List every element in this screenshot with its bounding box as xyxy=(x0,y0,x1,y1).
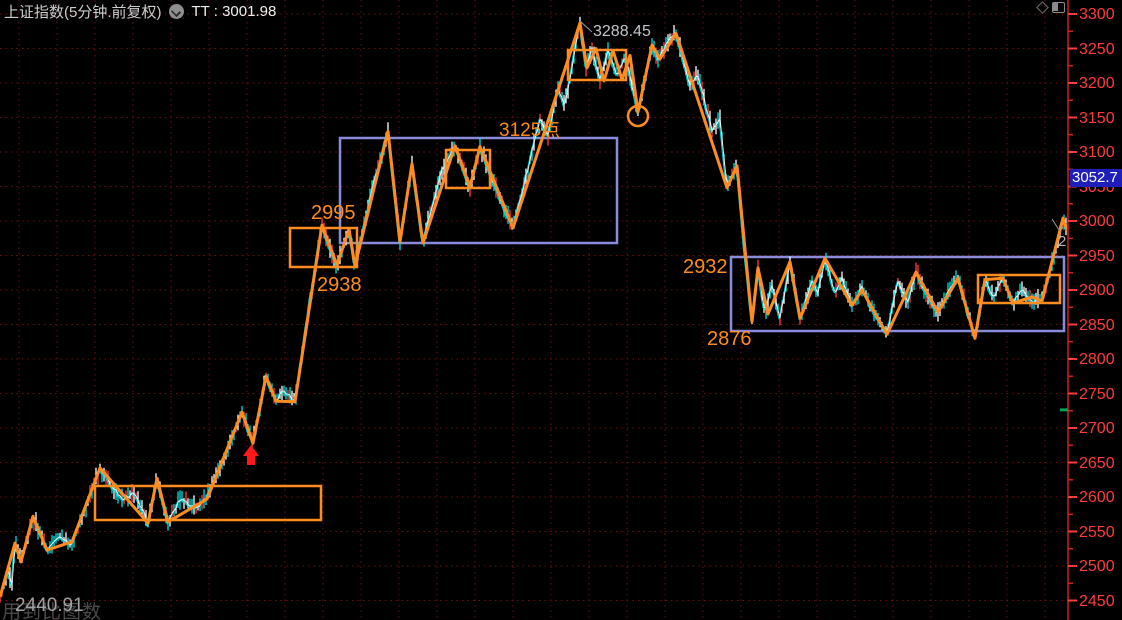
price-level-label: 2995 xyxy=(311,202,356,224)
title-bar: 上证指数(5分钟.前复权) TT : 3001.98 xyxy=(0,0,276,22)
axis-price-label: 2600 xyxy=(1079,489,1115,506)
axis-price-label: 3200 xyxy=(1079,75,1115,92)
trend-line-overlay xyxy=(0,21,1067,598)
instrument-title: 上证指数(5分钟.前复权) xyxy=(4,3,162,21)
callout-pointer-line xyxy=(1051,218,1062,234)
callout-pointer-line xyxy=(579,20,593,33)
axis-price-label: 2800 xyxy=(1079,351,1115,368)
price-level-label: 2876 xyxy=(707,328,752,350)
blue-annotation-box[interactable] xyxy=(338,136,619,245)
price-bars xyxy=(0,16,1067,603)
axis-price-label: 2750 xyxy=(1079,385,1115,403)
axis-price-label: 2950 xyxy=(1079,247,1115,265)
session-low-label: 2440.91 xyxy=(15,595,84,616)
price-level-label: 2932 xyxy=(683,256,728,278)
chevron-down-icon[interactable] xyxy=(168,3,184,19)
axis-price-label: 2650 xyxy=(1079,454,1115,472)
panel-toggle-icon[interactable] xyxy=(1052,2,1065,13)
orange-annotation-box[interactable] xyxy=(976,273,1062,305)
watermark-text: 用到比图数 xyxy=(2,602,103,620)
axis-price-label: 3300 xyxy=(1079,6,1115,23)
green-axis-tick xyxy=(1060,408,1068,412)
orange-annotation-box[interactable] xyxy=(444,148,492,190)
quote-label: TT : 3001.98 xyxy=(191,2,277,20)
axis-price-label: 2850 xyxy=(1079,316,1115,334)
axis-price-label: 2550 xyxy=(1079,523,1115,541)
axis-price-label: 2450 xyxy=(1079,592,1115,610)
circle-marker xyxy=(626,104,650,128)
axis-price-label: 2700 xyxy=(1079,420,1115,437)
grid xyxy=(0,0,1067,620)
axis-price-label: 2500 xyxy=(1079,558,1115,575)
axis-price-label: 3100 xyxy=(1079,144,1115,161)
price-level-label: 2938 xyxy=(317,274,362,296)
edge-callout-label: 2 xyxy=(1058,233,1067,250)
red-up-arrow-marker xyxy=(243,445,259,465)
current-price-tag: 3052.7 xyxy=(1070,169,1122,187)
high-callout-label: 3288.45 xyxy=(593,23,651,40)
blue-annotation-box[interactable] xyxy=(729,255,1066,333)
axis-price-label: 3150 xyxy=(1079,109,1115,127)
price-level-label: 3125点 xyxy=(499,120,561,141)
axis-price-label: 3250 xyxy=(1079,40,1115,58)
axis-price-label: 3000 xyxy=(1079,213,1115,230)
orange-annotation-box[interactable] xyxy=(288,226,359,269)
axis-price-label: 2900 xyxy=(1079,282,1115,299)
orange-annotation-box[interactable] xyxy=(566,48,628,82)
orange-annotation-box[interactable] xyxy=(93,484,323,522)
diamond-icon[interactable] xyxy=(1036,1,1049,14)
window-controls xyxy=(1036,1,1065,14)
price-axis-ticks xyxy=(1060,0,1077,620)
